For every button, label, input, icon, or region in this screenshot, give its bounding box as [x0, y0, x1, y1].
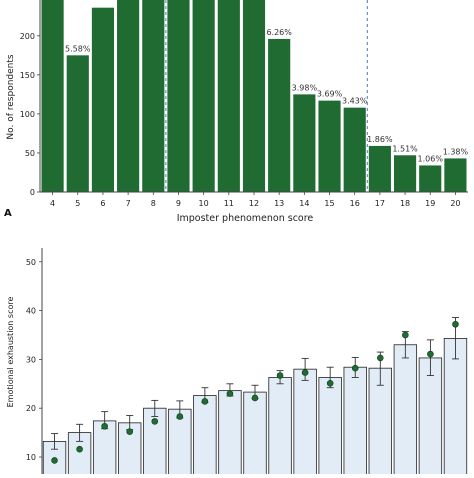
y-tick-label: 0	[30, 188, 35, 197]
y-tick-label: 200	[20, 32, 35, 41]
x-tick-label: 4	[50, 199, 55, 208]
bar	[343, 107, 366, 192]
panel-a-label: A	[4, 208, 12, 219]
data-label: 1.51%	[392, 144, 418, 153]
data-point	[376, 354, 384, 362]
panel-a-x-axis-label: Imposter phenomenon score	[177, 213, 314, 224]
data-point	[201, 398, 209, 405]
panel-b-y-ticks: 10 20 30 40 50	[26, 258, 42, 462]
data-point	[151, 418, 159, 425]
data-point	[76, 445, 83, 453]
bar	[217, 0, 240, 192]
data-point	[351, 364, 359, 372]
bar	[243, 391, 267, 477]
bar	[142, 0, 165, 192]
panel-b-points	[51, 320, 459, 464]
bar	[318, 377, 342, 477]
data-label: 1.06%	[418, 154, 444, 163]
y-tick-label: 30	[26, 355, 36, 364]
y-tick-label: 50	[26, 258, 36, 267]
bar	[293, 94, 316, 192]
bar	[167, 0, 190, 192]
data-label: 3.69%	[317, 90, 343, 99]
x-tick-label: 16	[350, 199, 360, 208]
y-tick-label: 10	[26, 453, 36, 462]
chart-panel-b: 10 20 30 40 50 Emotional exhaustion score	[6, 248, 468, 477]
panel-a-x-ticks: 4 5 6 7 8 9 10 11 12 13 14 15 16 17 18 19 20	[50, 192, 461, 208]
bar	[242, 0, 266, 192]
data-point	[427, 350, 434, 358]
x-tick-label: 20	[450, 199, 460, 208]
bar	[393, 344, 418, 477]
data-point	[276, 372, 284, 379]
bar	[117, 0, 140, 192]
data-point	[452, 320, 459, 328]
x-tick-label: 19	[425, 199, 435, 208]
x-tick-label: 11	[224, 199, 234, 208]
data-point	[301, 369, 309, 376]
data-point	[251, 394, 259, 402]
bar	[268, 38, 291, 193]
x-tick-label: 15	[324, 199, 334, 208]
x-tick-label: 7	[126, 199, 131, 208]
bar	[318, 100, 341, 192]
bar	[66, 55, 89, 193]
data-label: 6.26%	[266, 28, 292, 37]
data-point	[226, 390, 234, 397]
bar	[444, 158, 467, 192]
x-tick-label: 10	[199, 199, 209, 208]
panel-b-bars	[42, 338, 468, 477]
data-point	[51, 457, 58, 464]
bar	[91, 7, 115, 192]
x-tick-label: 14	[299, 199, 309, 208]
data-label: 1.86%	[367, 135, 393, 144]
x-tick-label: 17	[375, 199, 385, 208]
data-point	[126, 428, 134, 435]
bar	[268, 377, 292, 477]
bar	[419, 165, 442, 192]
bar	[143, 407, 167, 477]
data-label: 3.43%	[342, 97, 368, 106]
bar	[193, 395, 217, 477]
y-tick-label: 20	[26, 404, 36, 413]
panel-a-y-axis-label: No. of respondents	[6, 54, 16, 139]
x-tick-label: 8	[151, 199, 156, 208]
bar	[41, 0, 64, 192]
bar	[368, 145, 391, 192]
y-tick-label: 150	[20, 71, 35, 80]
bar	[218, 390, 242, 477]
x-tick-label: 12	[249, 199, 259, 208]
bar	[192, 0, 215, 192]
x-tick-label: 6	[100, 199, 105, 208]
x-tick-label: 18	[400, 199, 410, 208]
bar	[393, 155, 417, 192]
data-label: 3.98%	[292, 83, 318, 92]
y-tick-label: 50	[25, 149, 35, 158]
chart-panel-a: 5.58% 6.26% 3.98%3.69%3.43% 1.86%1.51%1.06%…	[4, 0, 469, 224]
panel-a-reference-lines	[165, 0, 368, 192]
panel-a-y-ticks: 0 50 100 150 200	[20, 32, 40, 197]
panel-a-data-labels: 5.58% 6.26% 3.98%3.69%3.43% 1.86%1.51%1.06%…	[65, 28, 468, 164]
bar	[293, 368, 317, 477]
x-tick-label: 13	[274, 199, 284, 208]
data-point	[402, 331, 409, 339]
data-point	[326, 380, 334, 387]
data-label: 5.58%	[65, 44, 91, 53]
data-point	[101, 422, 108, 430]
panel-a-bars	[41, 0, 467, 193]
x-tick-label: 9	[176, 199, 181, 208]
bar	[343, 366, 367, 477]
y-tick-label: 100	[20, 110, 35, 119]
data-point	[176, 413, 184, 420]
x-tick-label: 5	[75, 199, 80, 208]
data-label: 1.38%	[443, 147, 469, 156]
y-tick-label: 40	[26, 307, 36, 316]
panel-b-y-axis-label: Emotional exhaustion score	[6, 297, 15, 408]
